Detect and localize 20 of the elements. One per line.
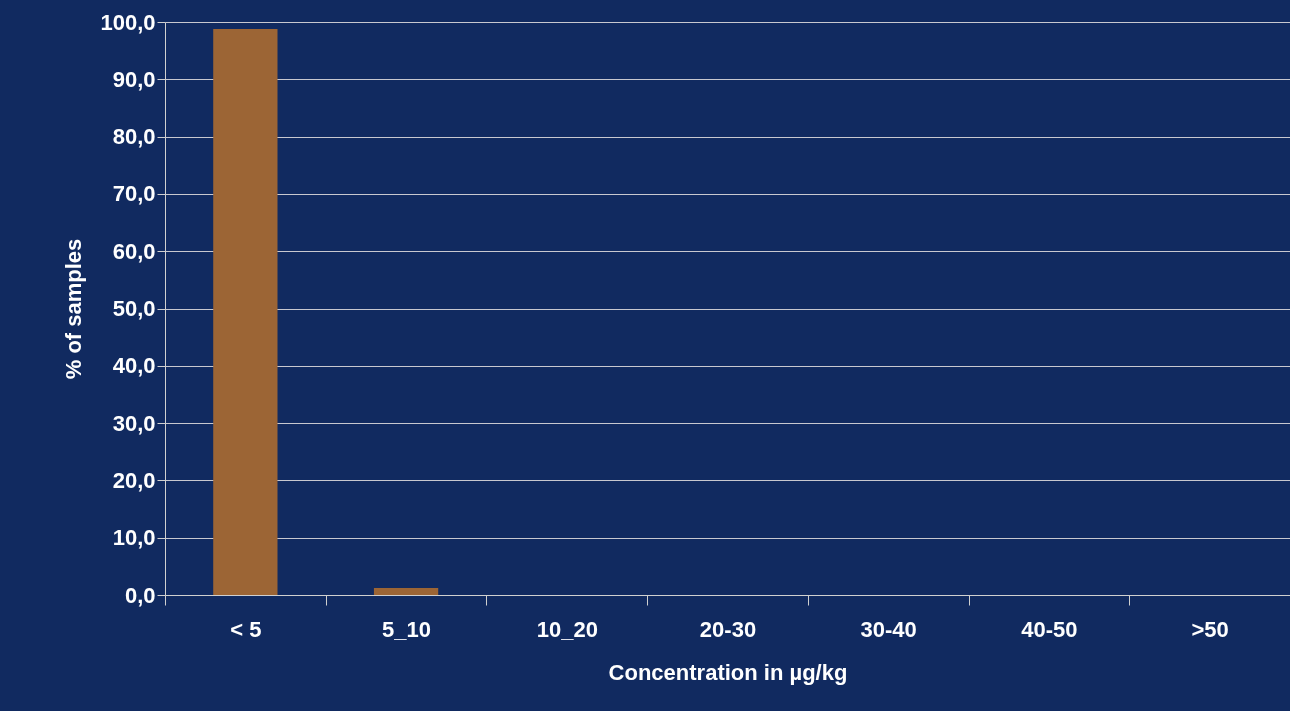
x-tick-label: 5_10 xyxy=(382,616,432,642)
y-tick-label: 10,0 xyxy=(112,525,156,551)
y-tick-label: 100,0 xyxy=(100,9,156,35)
x-tick-label: 20-30 xyxy=(699,616,757,642)
y-tick-label: 70,0 xyxy=(112,181,156,207)
x-tick-label: 40-50 xyxy=(1021,616,1078,642)
y-tick-label: 60,0 xyxy=(112,238,156,264)
y-tick-label: 50,0 xyxy=(112,296,156,321)
x-tick-label: 30-40 xyxy=(860,616,917,642)
y-tick-label: 80,0 xyxy=(112,124,156,150)
y-tick-label: 90,0 xyxy=(112,66,156,92)
y-axis-title: % of samples xyxy=(61,238,87,380)
x-tick-label: 10_20 xyxy=(536,616,598,642)
y-tick-label: 0,0 xyxy=(124,582,156,608)
y-tick-label: 30,0 xyxy=(112,410,156,436)
x-tick-label: >50 xyxy=(1191,616,1229,642)
x-tick-label: < 5 xyxy=(230,616,262,642)
y-tick-label: 20,0 xyxy=(112,467,156,493)
y-tick-label: 40,0 xyxy=(112,353,156,379)
x-axis-title: Concentration in µg/kg xyxy=(608,659,848,685)
